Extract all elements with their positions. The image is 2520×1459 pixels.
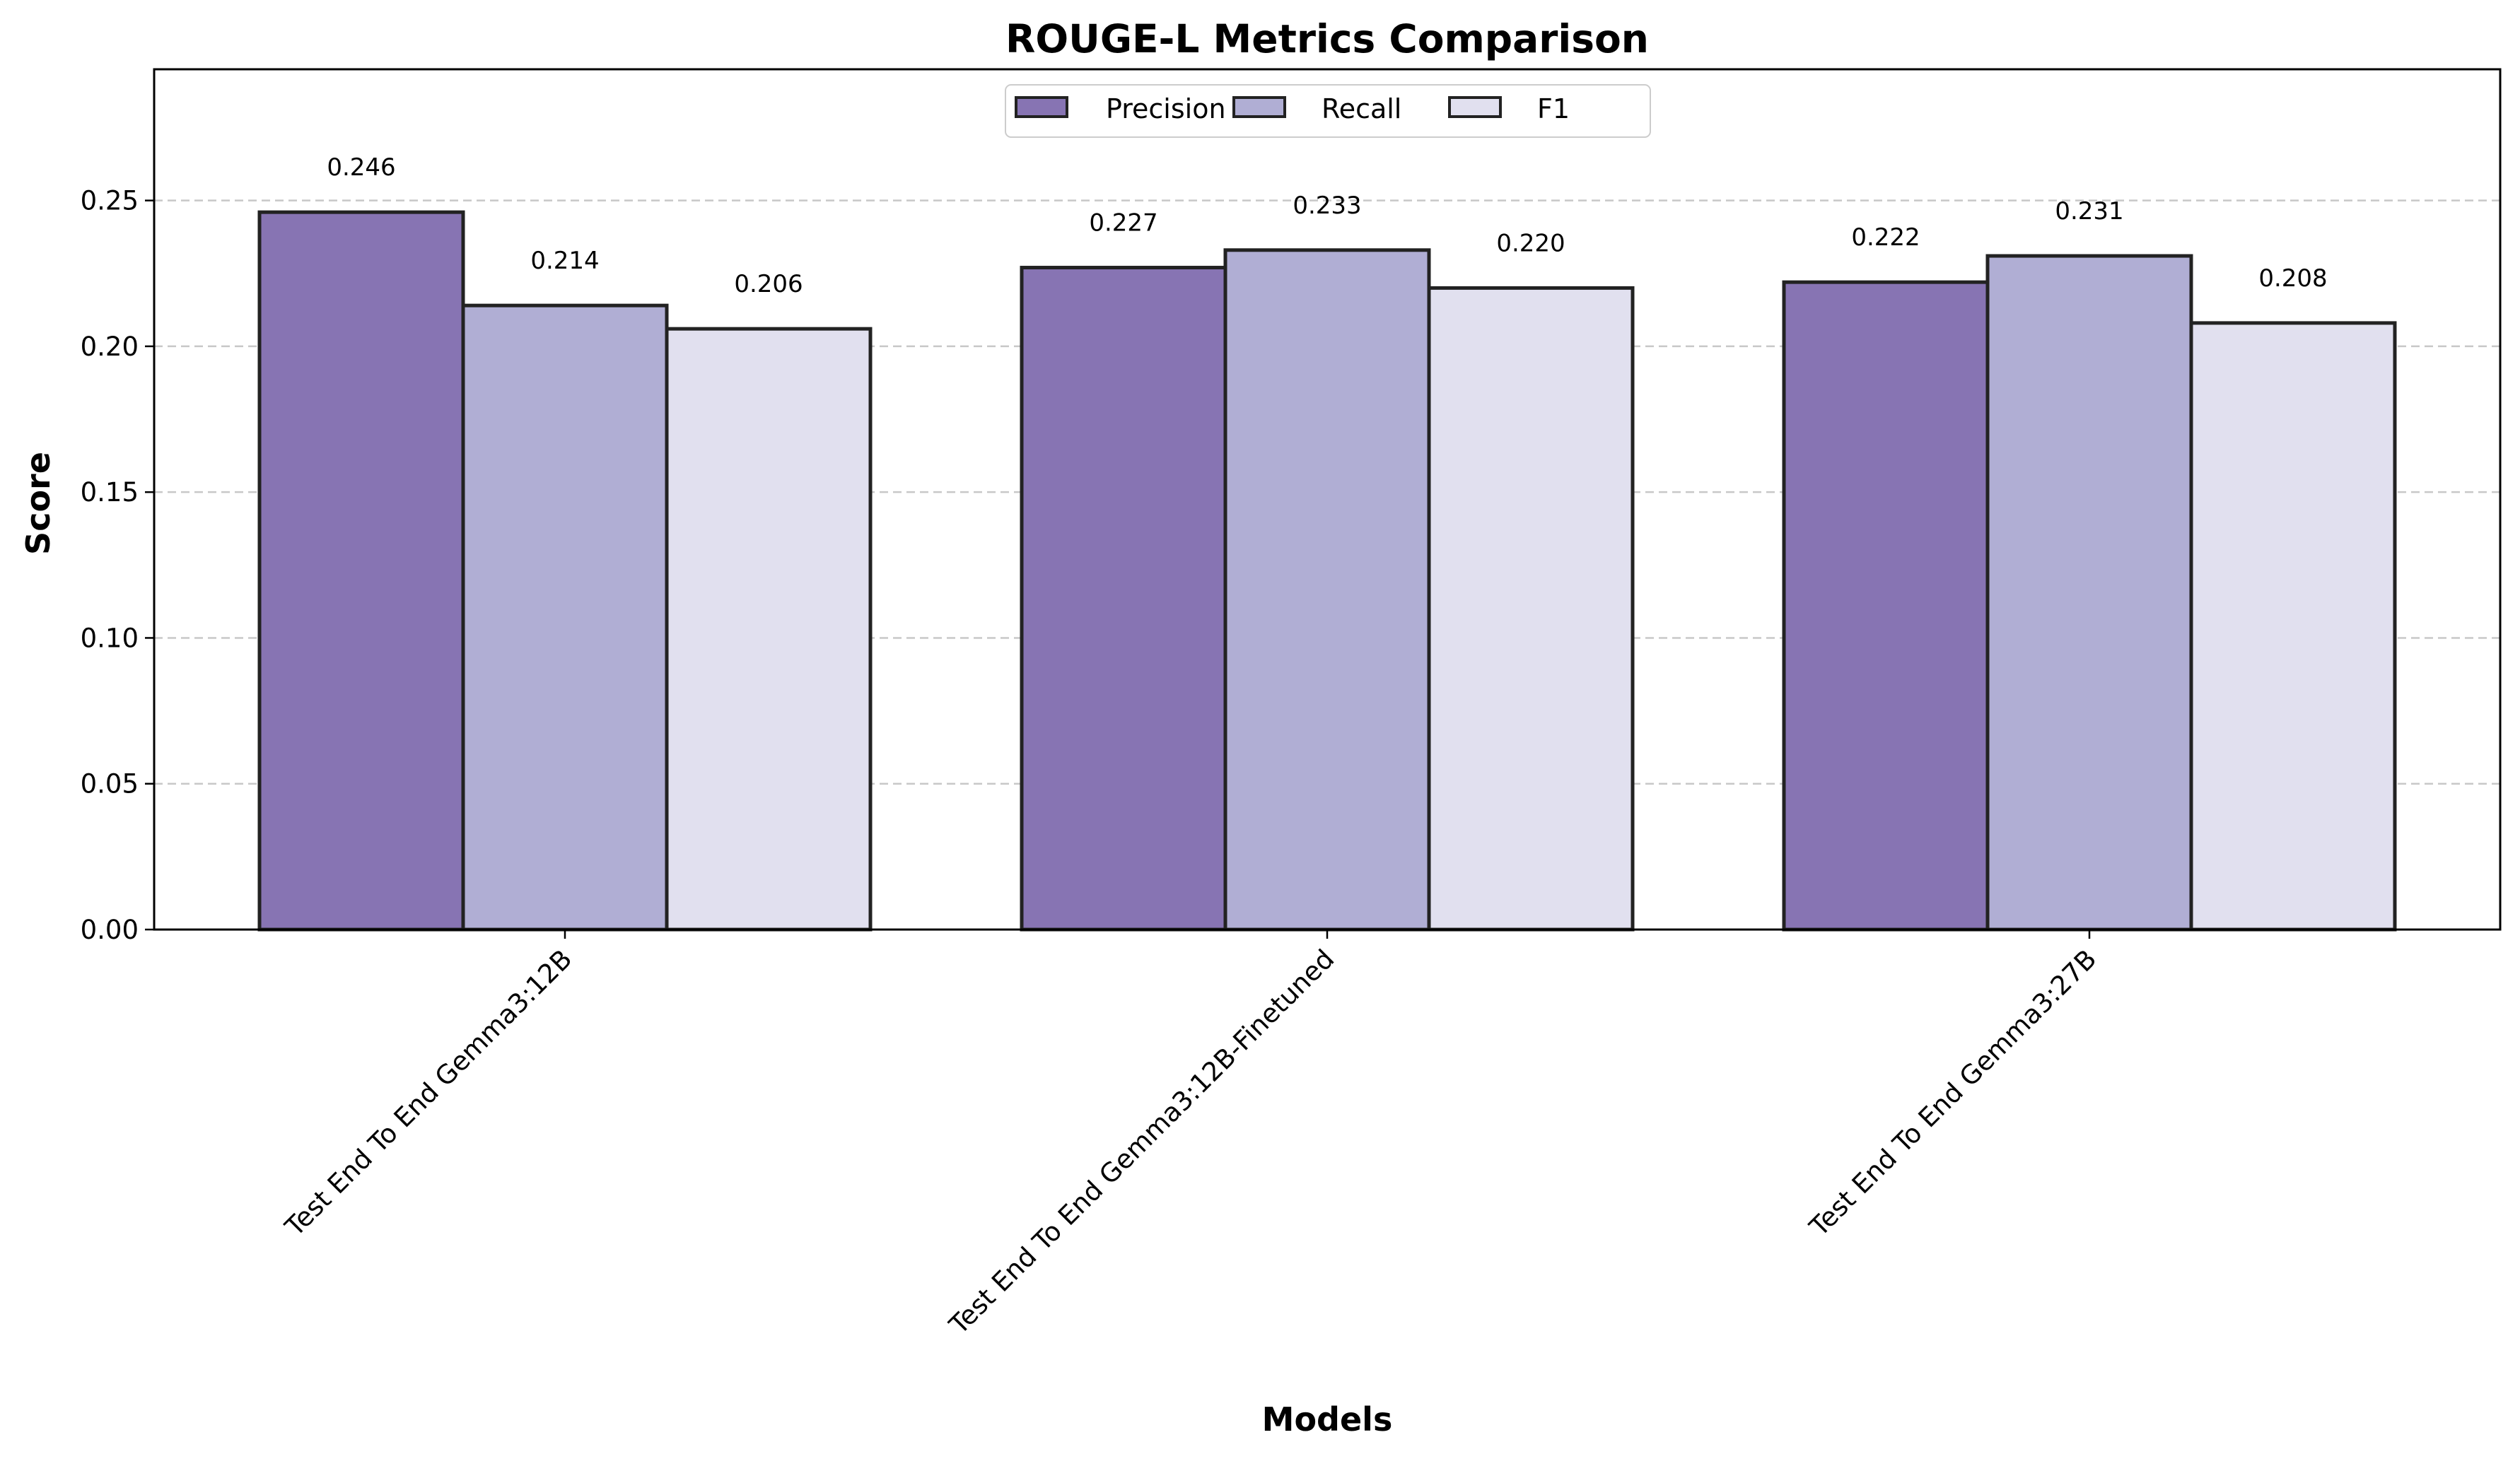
data-label: 0.231: [2055, 197, 2123, 225]
bar-f1: [1427, 286, 1635, 932]
y-tick-label: 0.15: [81, 477, 139, 508]
bar-recall: [1223, 248, 1431, 932]
data-label: 0.206: [734, 270, 803, 298]
legend-swatch-f1: [1448, 96, 1502, 118]
bar-precision: [1020, 266, 1227, 932]
bar-precision: [1782, 280, 1990, 932]
legend-items: Precision Recall F1: [1015, 93, 1570, 124]
y-tick-label: 0.10: [81, 623, 139, 653]
y-tick-label: 0.05: [81, 769, 139, 799]
data-label: 0.227: [1089, 209, 1157, 238]
legend: Precision Recall F1: [1005, 84, 1651, 138]
bar-recall: [1985, 254, 2193, 932]
bars: [257, 210, 2397, 932]
legend-label-recall: Recall: [1322, 93, 1401, 124]
data-label: 0.214: [530, 247, 599, 275]
legend-swatch-precision: [1015, 96, 1068, 118]
legend-swatch-recall: [1232, 96, 1286, 118]
y-tick-label: 0.00: [81, 915, 139, 945]
y-axis-label: Score: [19, 452, 57, 555]
y-tick-label: 0.20: [81, 332, 139, 362]
bar-f1: [665, 327, 873, 932]
data-label: 0.208: [2258, 264, 2327, 293]
data-labels: 0.246 0.214 0.206 0.227 0.233 0.220 0.222 0.231…: [327, 153, 2327, 298]
data-label: 0.222: [1851, 223, 1920, 252]
data-label: 0.246: [327, 153, 395, 182]
data-label: 0.220: [1496, 229, 1565, 257]
bar-f1: [2189, 321, 2397, 932]
y-tick-label: 0.25: [81, 186, 139, 216]
x-axis-label: Models: [1262, 1400, 1393, 1439]
chart-title: ROUGE-L Metrics Comparison: [1005, 16, 1649, 61]
legend-label-precision: Precision: [1106, 93, 1226, 124]
bar-precision: [257, 210, 465, 932]
legend-label-f1: F1: [1537, 93, 1570, 124]
data-label: 0.233: [1293, 192, 1361, 220]
bar-recall: [461, 303, 669, 932]
